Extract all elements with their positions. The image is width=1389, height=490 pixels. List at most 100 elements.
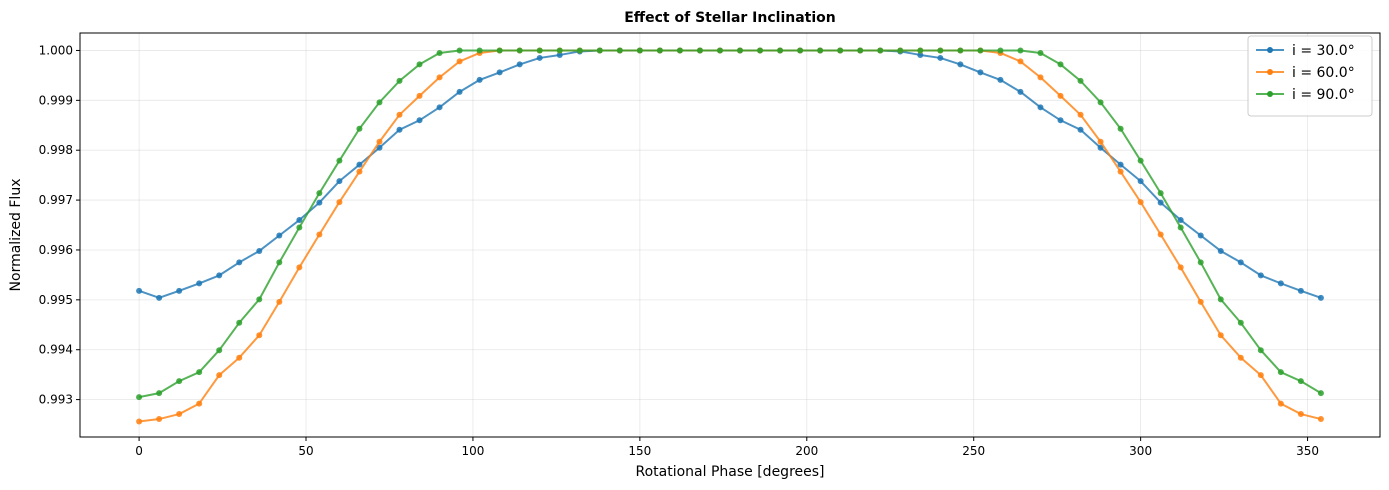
data-point: [1177, 217, 1184, 224]
data-point: [1137, 157, 1144, 164]
series-layer: [136, 47, 1324, 425]
data-point: [196, 369, 203, 376]
y-tick-label: 0.999: [39, 93, 73, 107]
data-point: [1177, 264, 1184, 271]
data-point: [156, 294, 163, 301]
data-point: [1217, 296, 1224, 303]
data-point: [536, 47, 543, 54]
x-tick-label: 100: [461, 444, 484, 458]
data-point: [376, 138, 383, 145]
data-point: [376, 99, 383, 106]
data-point: [1137, 199, 1144, 206]
legend-swatch-marker: [1267, 91, 1273, 97]
data-point: [957, 61, 964, 68]
data-point: [276, 232, 283, 239]
data-point: [236, 319, 243, 326]
data-point: [1097, 138, 1104, 145]
plot-frame: [79, 32, 1381, 438]
legend-entry: i = 90.0°: [1256, 87, 1355, 103]
data-point: [516, 47, 523, 54]
data-point: [1057, 61, 1064, 68]
legend-label: i = 30.0°: [1292, 43, 1355, 59]
data-point: [917, 51, 924, 58]
data-point: [596, 47, 603, 54]
x-tick-label: 50: [298, 444, 313, 458]
data-point: [1157, 231, 1164, 238]
data-point: [316, 231, 323, 238]
data-point: [1077, 111, 1084, 118]
data-point: [496, 69, 503, 76]
data-point: [156, 416, 163, 423]
y-tick-label: 0.994: [39, 343, 73, 357]
data-point: [436, 49, 443, 56]
data-point: [937, 47, 944, 54]
data-point: [276, 259, 283, 266]
data-point: [1197, 298, 1204, 305]
legend-label: i = 90.0°: [1292, 87, 1355, 103]
data-point: [256, 247, 263, 254]
data-point: [1217, 247, 1224, 254]
data-point: [296, 224, 303, 231]
data-point: [1177, 224, 1184, 231]
data-point: [1197, 259, 1204, 266]
x-tick-label: 350: [1296, 444, 1319, 458]
data-point: [516, 61, 523, 68]
data-point: [957, 47, 964, 54]
x-axis-label: Rotational Phase [degrees]: [636, 464, 825, 480]
data-point: [436, 74, 443, 81]
data-point: [1077, 126, 1084, 133]
data-point: [336, 199, 343, 206]
data-point: [176, 378, 183, 385]
data-point: [1157, 190, 1164, 197]
data-point: [556, 47, 563, 54]
data-point: [316, 199, 323, 206]
data-point: [336, 178, 343, 185]
data-point: [1277, 280, 1284, 287]
data-point: [396, 111, 403, 118]
data-point: [356, 168, 363, 175]
data-point: [576, 47, 583, 54]
data-point: [997, 47, 1004, 54]
grid: [80, 33, 1380, 437]
data-point: [1277, 400, 1284, 407]
y-tick-label: 0.997: [39, 193, 73, 207]
data-point: [1237, 259, 1244, 266]
data-point: [296, 217, 303, 224]
data-point: [797, 47, 804, 54]
data-point: [1077, 77, 1084, 84]
data-point: [136, 418, 143, 425]
data-point: [416, 61, 423, 68]
y-tick-label: 0.993: [39, 393, 73, 407]
data-point: [1277, 369, 1284, 376]
data-point: [496, 47, 503, 54]
legend-box: [1247, 35, 1373, 117]
data-point: [376, 144, 383, 151]
data-point: [216, 347, 223, 354]
data-point: [256, 332, 263, 339]
data-point: [296, 264, 303, 271]
data-point: [136, 394, 143, 401]
data-point: [1237, 319, 1244, 326]
data-point: [937, 54, 944, 61]
legend: i = 30.0° i = 60.0° i = 90.0°: [1247, 35, 1373, 117]
legend-label: i = 60.0°: [1292, 65, 1355, 81]
data-point: [1317, 294, 1324, 301]
data-point: [1037, 104, 1044, 111]
data-point: [396, 126, 403, 133]
data-point: [1057, 92, 1064, 99]
data-point: [316, 190, 323, 197]
x-tick-label: 200: [795, 444, 818, 458]
y-tick-label: 0.998: [39, 143, 73, 157]
x-tick-label: 150: [628, 444, 651, 458]
data-point: [636, 47, 643, 54]
data-point: [696, 47, 703, 54]
data-point: [716, 47, 723, 54]
data-point: [676, 47, 683, 54]
data-point: [1197, 232, 1204, 239]
legend-swatch-marker: [1267, 47, 1273, 53]
data-point: [1237, 354, 1244, 361]
data-point: [817, 47, 824, 54]
data-point: [757, 47, 764, 54]
y-axis-ticks: 0.993 0.994 0.995 0.996 0.997 0.998 0.999 1.000: [39, 43, 80, 407]
